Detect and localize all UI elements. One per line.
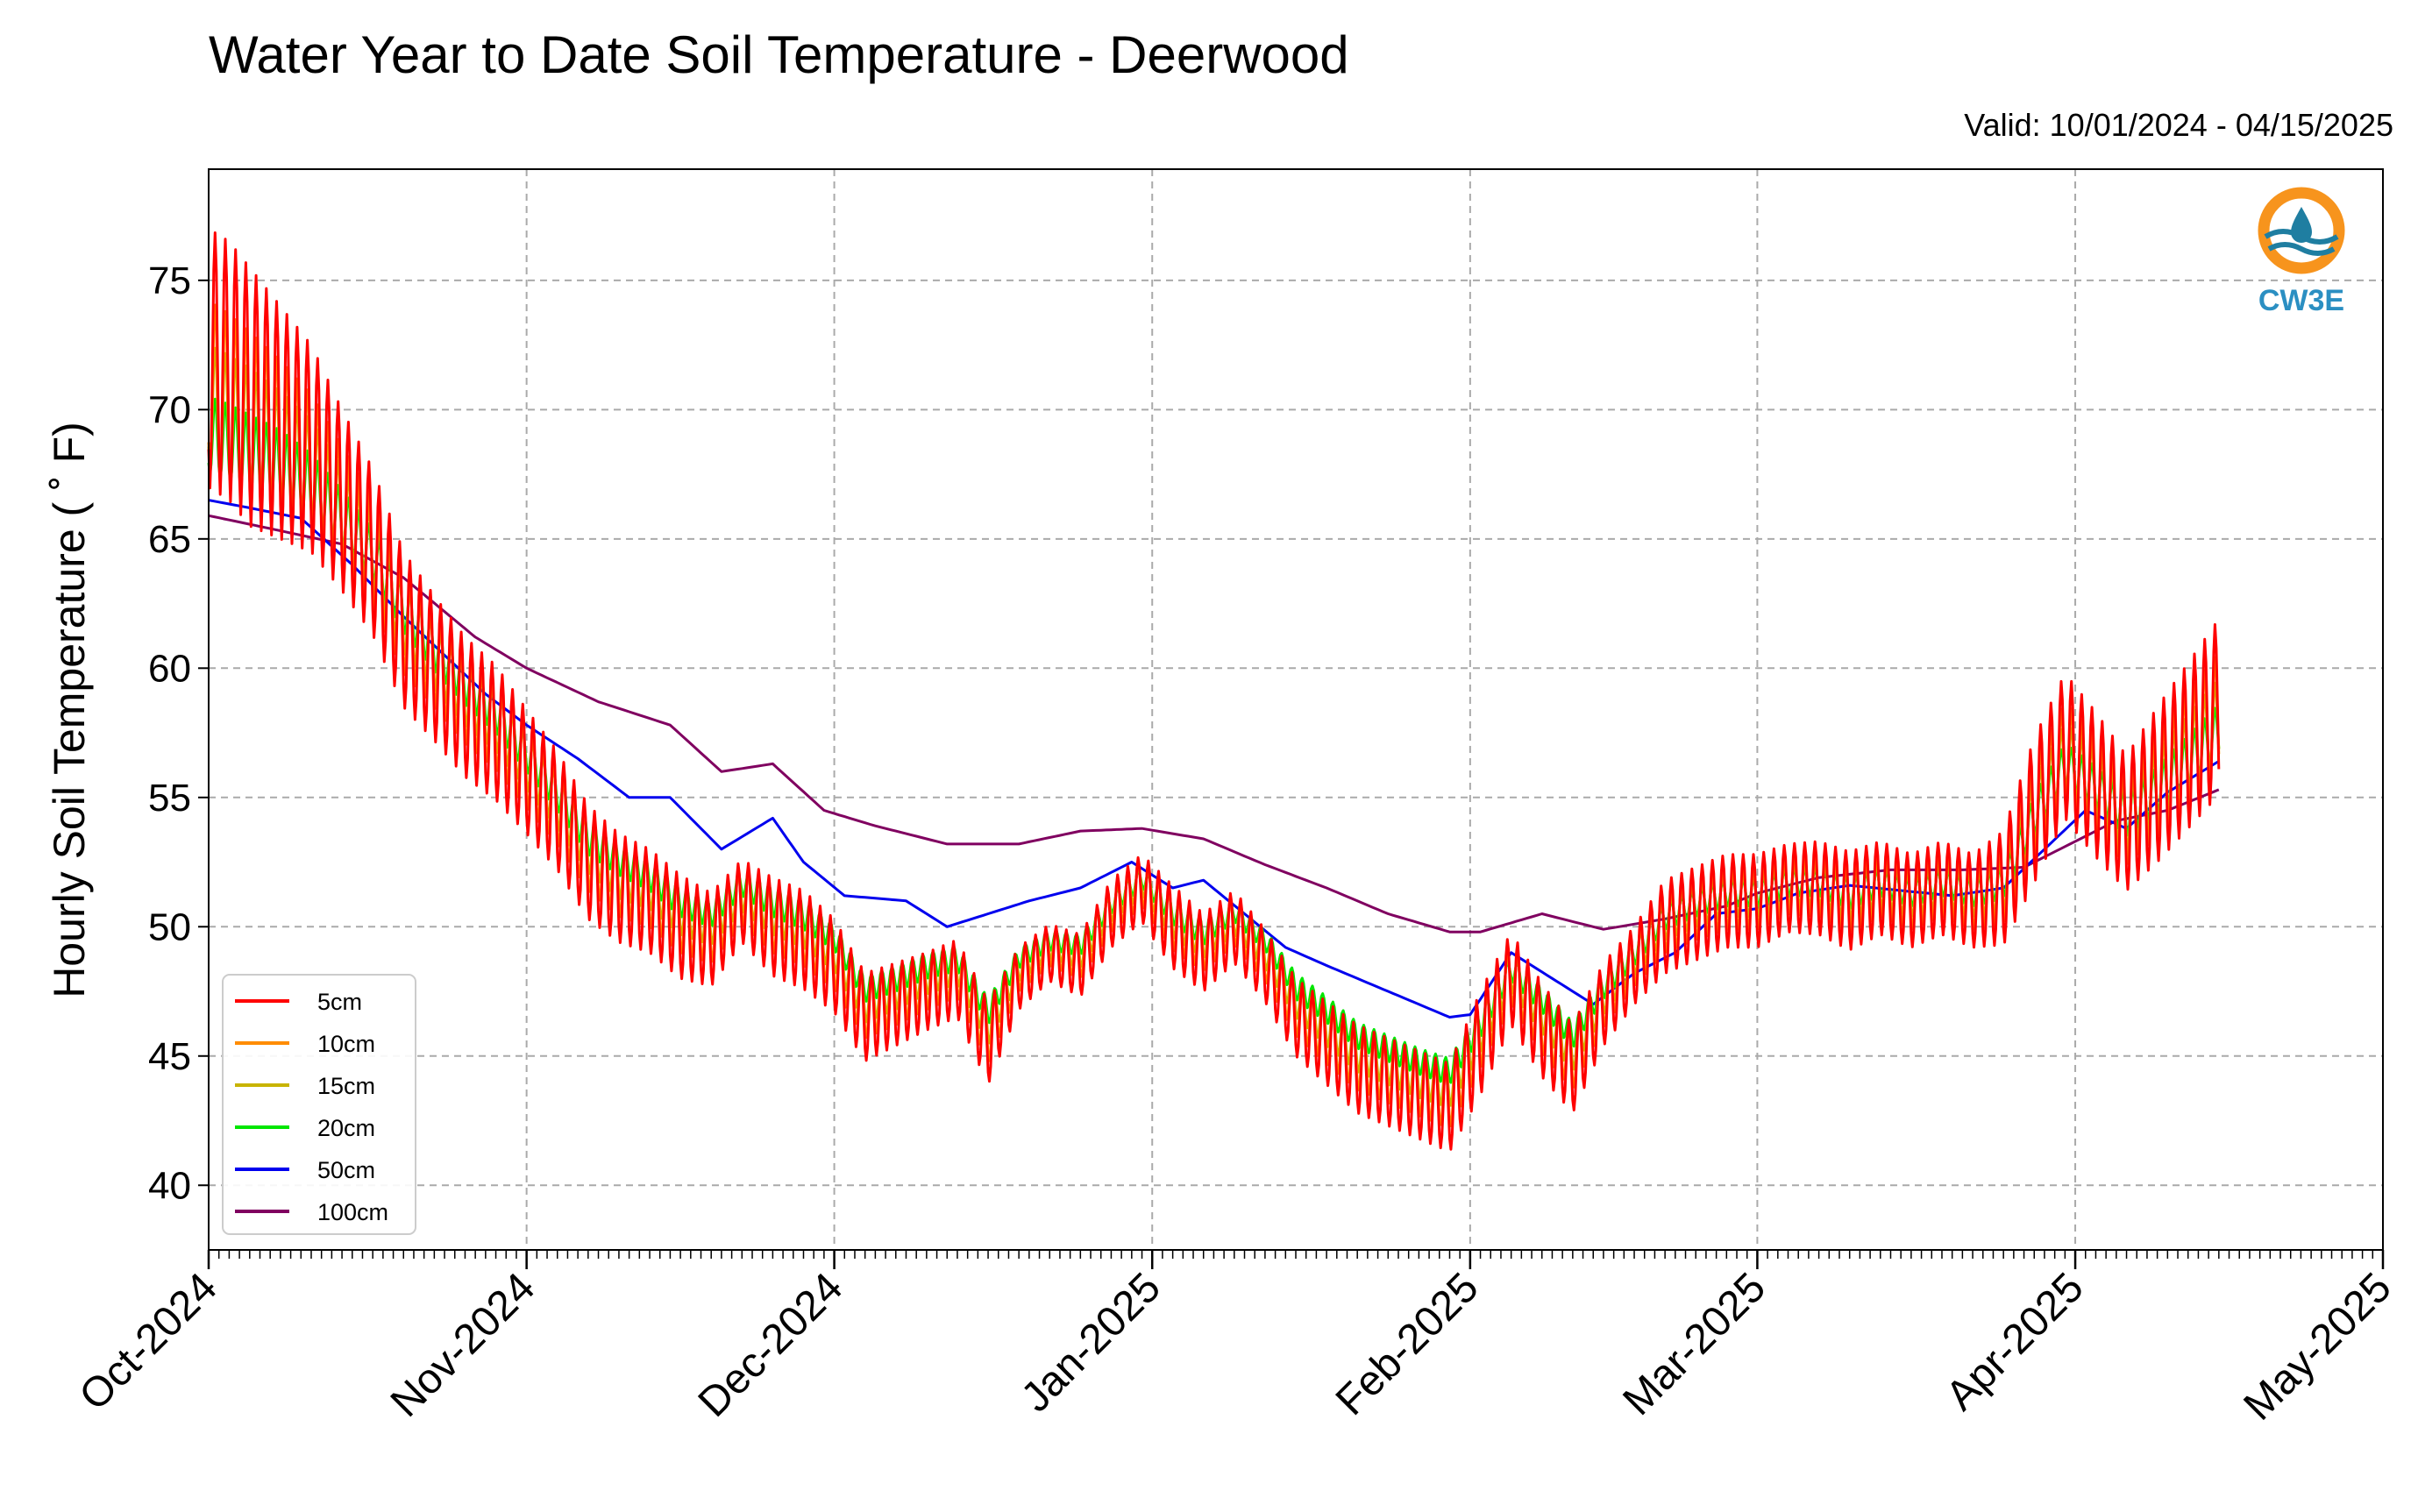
chart-title: Water Year to Date Soil Temperature - De…: [209, 25, 1349, 84]
valid-date-range: Valid: 10/01/2024 - 04/15/2025: [1964, 107, 2393, 143]
y-tick-label: 75: [148, 259, 191, 302]
x-tick-label: Nov-2024: [382, 1264, 544, 1426]
x-tick-label: Mar-2025: [1614, 1264, 1774, 1424]
legend-label: 15cm: [317, 1073, 375, 1099]
y-tick-label: 70: [148, 388, 191, 431]
x-tick-label: Jan-2025: [1013, 1264, 1170, 1421]
logo-wave-2: [2267, 242, 2336, 256]
legend-label: 100cm: [317, 1199, 388, 1225]
legend-label: 5cm: [317, 989, 362, 1015]
y-tick-label: 45: [148, 1035, 191, 1078]
x-tick-label: Feb-2025: [1327, 1264, 1488, 1424]
x-tick-label: Oct-2024: [71, 1264, 226, 1419]
series-lines: [207, 231, 2221, 1151]
plot-frame: [208, 168, 2384, 1251]
legend: 5cm 10cm 15cm 20cm 50cm 100cm: [222, 974, 416, 1235]
legend-label: 10cm: [317, 1031, 375, 1057]
x-tick-label: Apr-2025: [1938, 1264, 2093, 1419]
y-tick-label: 40: [148, 1164, 191, 1207]
legend-label: 50cm: [317, 1157, 375, 1183]
y-tick-label: 55: [148, 777, 191, 820]
y-axis-label: Hourly Soil Temperature ( ˚ F): [45, 422, 94, 998]
series-line-5cm: [207, 231, 2221, 1151]
water-drop-icon: [2291, 207, 2312, 243]
logo-text: CW3E: [2258, 284, 2344, 317]
y-tick-label: 65: [148, 518, 191, 561]
legend-label: 20cm: [317, 1115, 375, 1141]
x-tick-label: May-2025: [2235, 1264, 2400, 1429]
x-tick-label: Dec-2024: [690, 1264, 852, 1426]
y-tick-label: 50: [148, 905, 191, 948]
grid-lines: [208, 169, 2384, 1250]
cw3e-logo: CW3E: [2258, 187, 2345, 317]
logo-ring: [2258, 187, 2345, 274]
y-tick-label: 60: [148, 647, 191, 690]
